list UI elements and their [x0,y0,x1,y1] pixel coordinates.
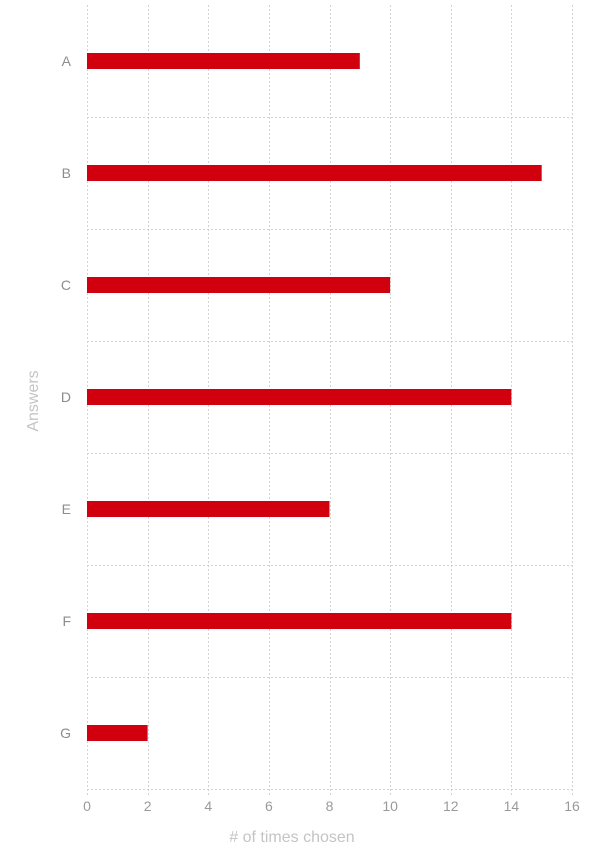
bar-b [87,165,542,181]
x-tick-label: 14 [504,798,520,814]
bar-d [87,389,512,405]
category-label: D [61,389,71,405]
x-tick-label: 6 [265,798,273,814]
y-axis-title: Answers [25,370,42,431]
category-label: C [61,277,71,293]
bar-e [87,501,330,517]
category-label: B [62,165,71,181]
category-label: A [62,53,72,69]
x-tick-label: 16 [564,798,580,814]
category-label: G [60,725,71,741]
x-tick-labels: 0 2 4 6 8 10 12 14 16 [83,798,580,814]
x-tick-label: 4 [204,798,212,814]
category-labels: A B C D E F G [60,53,72,741]
bar-c [87,277,391,293]
bar-f [87,613,512,629]
bar-a [87,53,360,69]
category-label: E [62,501,71,517]
grid [87,5,573,795]
x-tick-label: 12 [443,798,459,814]
x-tick-label: 2 [144,798,152,814]
x-tick-label: 8 [326,798,334,814]
x-tick-label: 0 [83,798,91,814]
category-label: F [62,613,71,629]
bars [87,53,542,741]
bar-g [87,725,148,741]
x-axis-title: # of times chosen [229,829,354,846]
x-tick-label: 10 [382,798,398,814]
